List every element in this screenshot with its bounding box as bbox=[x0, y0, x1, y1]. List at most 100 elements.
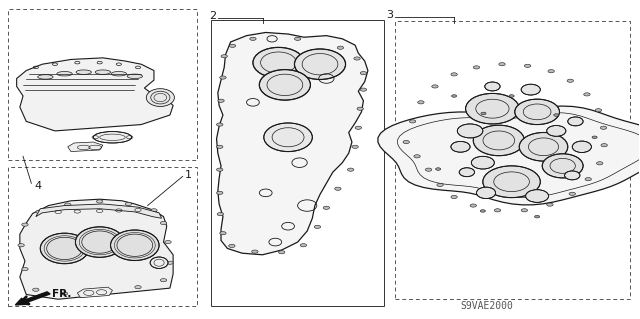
Circle shape bbox=[436, 168, 441, 170]
Circle shape bbox=[220, 76, 226, 79]
Ellipse shape bbox=[111, 230, 159, 261]
Circle shape bbox=[410, 120, 416, 123]
Circle shape bbox=[452, 95, 457, 97]
Circle shape bbox=[252, 250, 258, 253]
Polygon shape bbox=[17, 58, 173, 131]
Circle shape bbox=[135, 286, 141, 289]
Ellipse shape bbox=[572, 141, 591, 152]
Ellipse shape bbox=[519, 132, 568, 161]
Ellipse shape bbox=[259, 70, 310, 100]
Ellipse shape bbox=[473, 125, 524, 156]
Circle shape bbox=[151, 209, 157, 212]
Circle shape bbox=[547, 203, 553, 206]
Ellipse shape bbox=[458, 124, 483, 138]
Circle shape bbox=[355, 126, 362, 129]
Circle shape bbox=[524, 64, 531, 67]
Circle shape bbox=[414, 155, 420, 158]
Text: 2: 2 bbox=[209, 11, 216, 21]
Circle shape bbox=[357, 107, 364, 110]
Circle shape bbox=[403, 140, 410, 144]
Ellipse shape bbox=[466, 93, 519, 124]
Circle shape bbox=[278, 251, 285, 254]
Circle shape bbox=[348, 168, 354, 171]
Ellipse shape bbox=[568, 117, 583, 126]
Polygon shape bbox=[20, 199, 173, 299]
Ellipse shape bbox=[40, 233, 89, 264]
Circle shape bbox=[221, 55, 227, 58]
Circle shape bbox=[294, 37, 301, 41]
Circle shape bbox=[229, 44, 236, 48]
Circle shape bbox=[161, 221, 167, 225]
Circle shape bbox=[217, 212, 223, 216]
Circle shape bbox=[595, 109, 602, 112]
Circle shape bbox=[437, 183, 444, 187]
Circle shape bbox=[335, 187, 341, 190]
Ellipse shape bbox=[521, 84, 540, 95]
Ellipse shape bbox=[483, 166, 540, 197]
Circle shape bbox=[354, 57, 360, 60]
Circle shape bbox=[22, 223, 28, 226]
Circle shape bbox=[216, 145, 223, 148]
Circle shape bbox=[33, 288, 39, 291]
Circle shape bbox=[165, 241, 172, 244]
Circle shape bbox=[314, 225, 321, 228]
Circle shape bbox=[100, 290, 106, 293]
Circle shape bbox=[473, 66, 479, 69]
Ellipse shape bbox=[147, 89, 174, 107]
Circle shape bbox=[18, 244, 24, 247]
Circle shape bbox=[451, 196, 458, 198]
Circle shape bbox=[509, 95, 514, 97]
Circle shape bbox=[36, 210, 42, 213]
Ellipse shape bbox=[484, 82, 500, 91]
Circle shape bbox=[499, 63, 505, 66]
Ellipse shape bbox=[542, 154, 583, 178]
Circle shape bbox=[218, 99, 224, 102]
Text: S9VAE2000: S9VAE2000 bbox=[461, 300, 513, 311]
Circle shape bbox=[250, 37, 256, 41]
Circle shape bbox=[418, 101, 424, 104]
Circle shape bbox=[584, 93, 590, 96]
Circle shape bbox=[451, 73, 458, 76]
Ellipse shape bbox=[57, 71, 72, 76]
Ellipse shape bbox=[564, 171, 580, 180]
Ellipse shape bbox=[127, 74, 143, 78]
Ellipse shape bbox=[150, 257, 168, 269]
Circle shape bbox=[125, 202, 132, 205]
Ellipse shape bbox=[264, 123, 312, 152]
Ellipse shape bbox=[95, 70, 111, 74]
Circle shape bbox=[481, 112, 486, 115]
Circle shape bbox=[554, 114, 559, 116]
Polygon shape bbox=[36, 204, 162, 218]
Circle shape bbox=[360, 71, 367, 75]
Ellipse shape bbox=[76, 70, 92, 74]
Ellipse shape bbox=[547, 125, 566, 136]
Text: 4: 4 bbox=[35, 181, 42, 190]
Ellipse shape bbox=[515, 99, 559, 124]
Circle shape bbox=[352, 145, 358, 148]
Circle shape bbox=[167, 261, 173, 264]
Circle shape bbox=[470, 204, 476, 207]
Circle shape bbox=[323, 206, 330, 209]
Circle shape bbox=[228, 244, 235, 248]
Ellipse shape bbox=[451, 141, 470, 152]
Circle shape bbox=[97, 200, 103, 203]
Circle shape bbox=[337, 46, 344, 49]
Polygon shape bbox=[68, 142, 103, 152]
Circle shape bbox=[300, 244, 307, 247]
Ellipse shape bbox=[471, 156, 494, 169]
Text: 3: 3 bbox=[387, 10, 394, 20]
Circle shape bbox=[521, 209, 527, 212]
Circle shape bbox=[480, 210, 485, 212]
Circle shape bbox=[494, 209, 500, 212]
Circle shape bbox=[600, 126, 607, 129]
Circle shape bbox=[22, 268, 28, 271]
Ellipse shape bbox=[38, 75, 53, 79]
Polygon shape bbox=[378, 106, 640, 205]
Circle shape bbox=[216, 168, 223, 171]
Circle shape bbox=[220, 232, 226, 235]
Ellipse shape bbox=[111, 71, 127, 76]
Circle shape bbox=[161, 278, 167, 282]
Circle shape bbox=[548, 70, 554, 73]
Ellipse shape bbox=[476, 187, 495, 198]
Circle shape bbox=[65, 203, 71, 206]
